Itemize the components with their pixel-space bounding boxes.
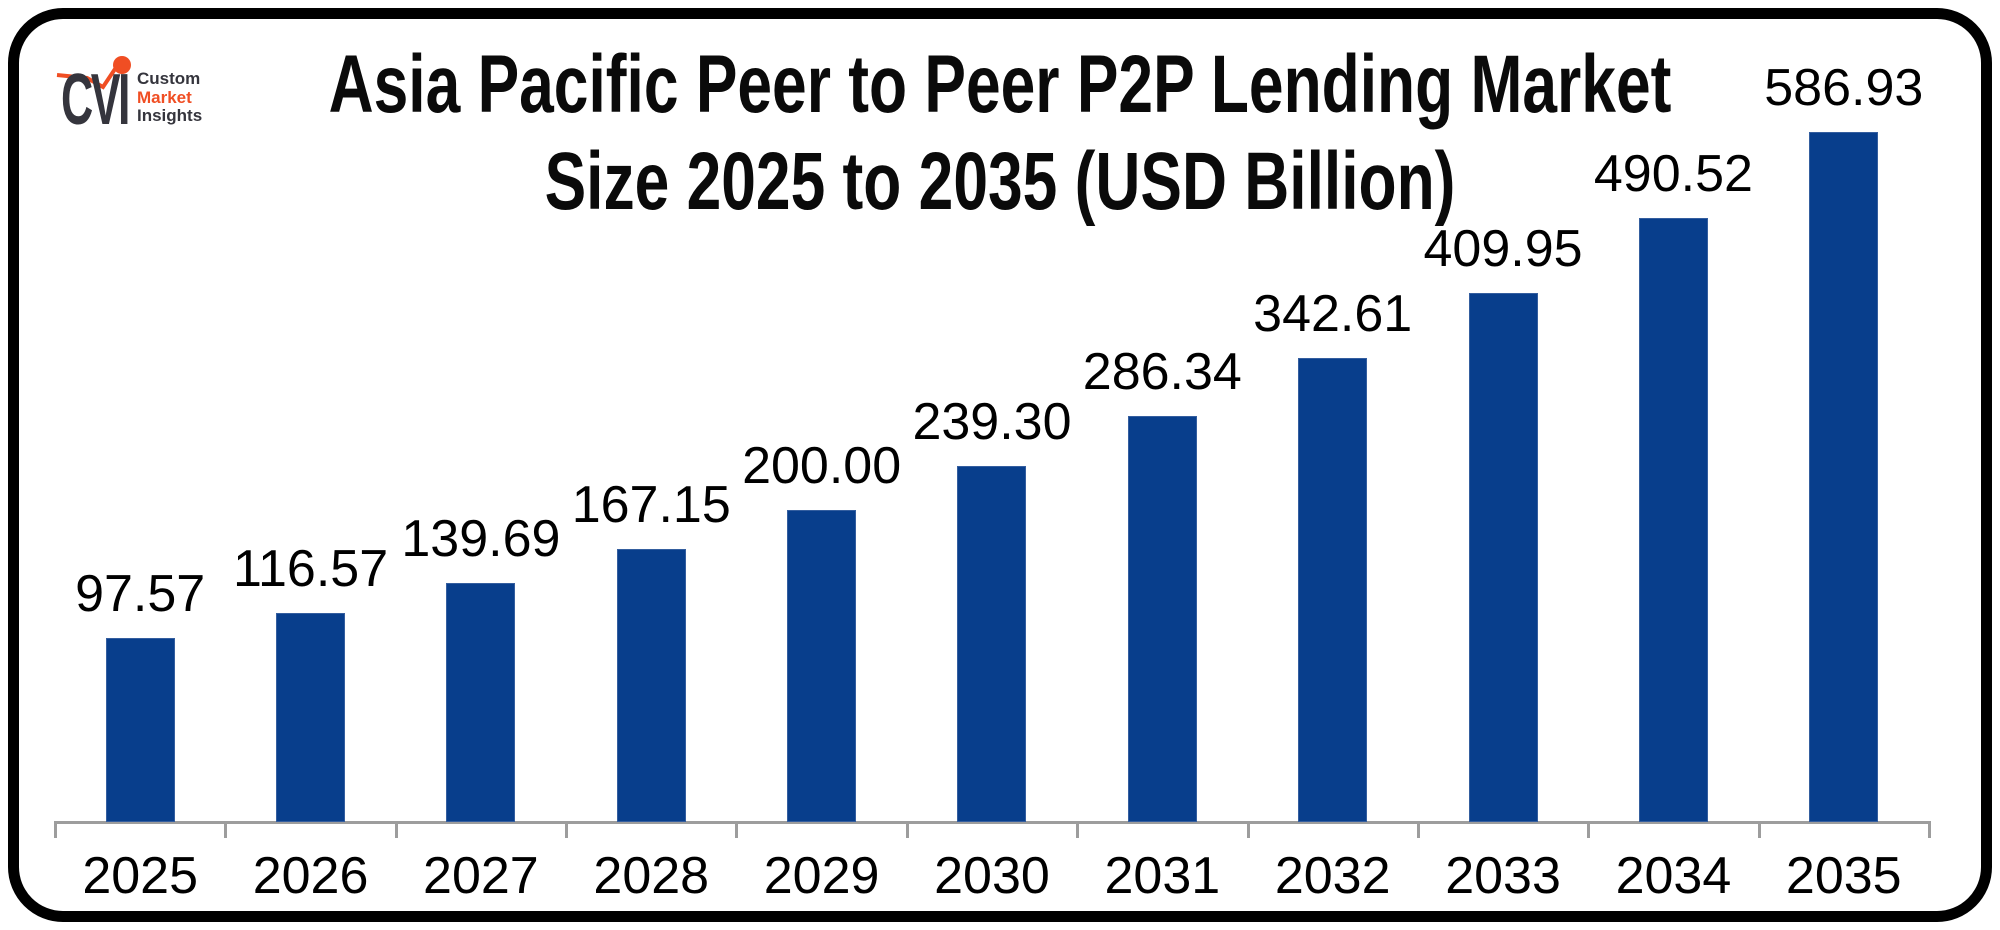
logo-mark: CVI: [61, 60, 130, 140]
value-label-2033: 409.95: [1423, 220, 1583, 278]
logo-text-custom: Custom: [137, 69, 201, 88]
x-axis-tick: [735, 821, 739, 838]
bar-2032: [1298, 358, 1368, 822]
x-axis-label-2029: 2029: [763, 847, 880, 905]
bar-2033: [1468, 293, 1538, 822]
bar-2029: [787, 510, 857, 822]
logo-text: Custom Market Insights: [137, 69, 203, 126]
logo-text-insights: Insights: [137, 106, 203, 125]
x-axis-label-2034: 2034: [1615, 847, 1732, 905]
x-axis-label-2027: 2027: [423, 847, 539, 905]
x-axis-label-2035: 2035: [1785, 847, 1902, 905]
bar-2027: [446, 583, 516, 822]
x-axis-label-2026: 2026: [252, 847, 369, 905]
bar-2028: [616, 549, 686, 822]
value-label-2035: 586.93: [1764, 59, 1924, 117]
x-axis-tick: [905, 821, 909, 838]
x-axis-tick: [1076, 821, 1080, 838]
x-axis-tick: [1416, 821, 1420, 838]
value-label-2034: 490.52: [1593, 145, 1753, 203]
value-label-2028: 167.15: [571, 476, 731, 534]
value-label-2029: 200.00: [742, 437, 902, 495]
bar-2035: [1809, 132, 1879, 822]
x-axis-tick: [224, 821, 228, 838]
value-label-2027: 139.69: [401, 510, 561, 568]
bar-2031: [1127, 416, 1197, 822]
x-axis-tick: [1927, 821, 1931, 838]
bar-2026: [276, 613, 346, 822]
bar-2025: [105, 638, 175, 822]
brand-logo: CVI Custom Market Insights: [55, 56, 295, 146]
bar-2034: [1638, 218, 1708, 822]
chart-title-line-2: Size 2025 to 2035 (USD Billion): [544, 136, 1456, 227]
chart-title-line-1: Asia Pacific Peer to Peer P2P Lending Ma…: [328, 39, 1672, 130]
value-label-2032: 342.61: [1253, 285, 1413, 343]
x-axis-label-2033: 2033: [1445, 847, 1561, 905]
x-axis-tick: [565, 821, 569, 838]
value-label-2030: 239.30: [912, 393, 1072, 451]
x-axis-label-2030: 2030: [934, 847, 1050, 905]
value-label-2031: 286.34: [1082, 343, 1242, 401]
bar-2030: [957, 466, 1027, 822]
logo-trendline-icon: [56, 56, 131, 90]
x-axis-label-2028: 2028: [593, 847, 710, 905]
x-axis-tick: [394, 821, 398, 838]
x-axis-label-2031: 2031: [1104, 847, 1221, 905]
logo-text-market: Market: [137, 87, 192, 107]
value-label-2025: 97.57: [75, 565, 206, 623]
chart-title: Asia Pacific Peer to Peer P2P Lending Ma…: [0, 36, 2000, 230]
x-axis-tick: [1587, 821, 1591, 838]
x-axis-tick: [1246, 821, 1250, 838]
x-axis-tick: [1757, 821, 1761, 838]
x-axis-label-2032: 2032: [1274, 847, 1391, 905]
x-axis-line: [55, 821, 1929, 824]
x-axis-tick: [54, 821, 57, 838]
value-label-2026: 116.57: [232, 540, 389, 598]
x-axis-label-2025: 2025: [82, 847, 199, 905]
